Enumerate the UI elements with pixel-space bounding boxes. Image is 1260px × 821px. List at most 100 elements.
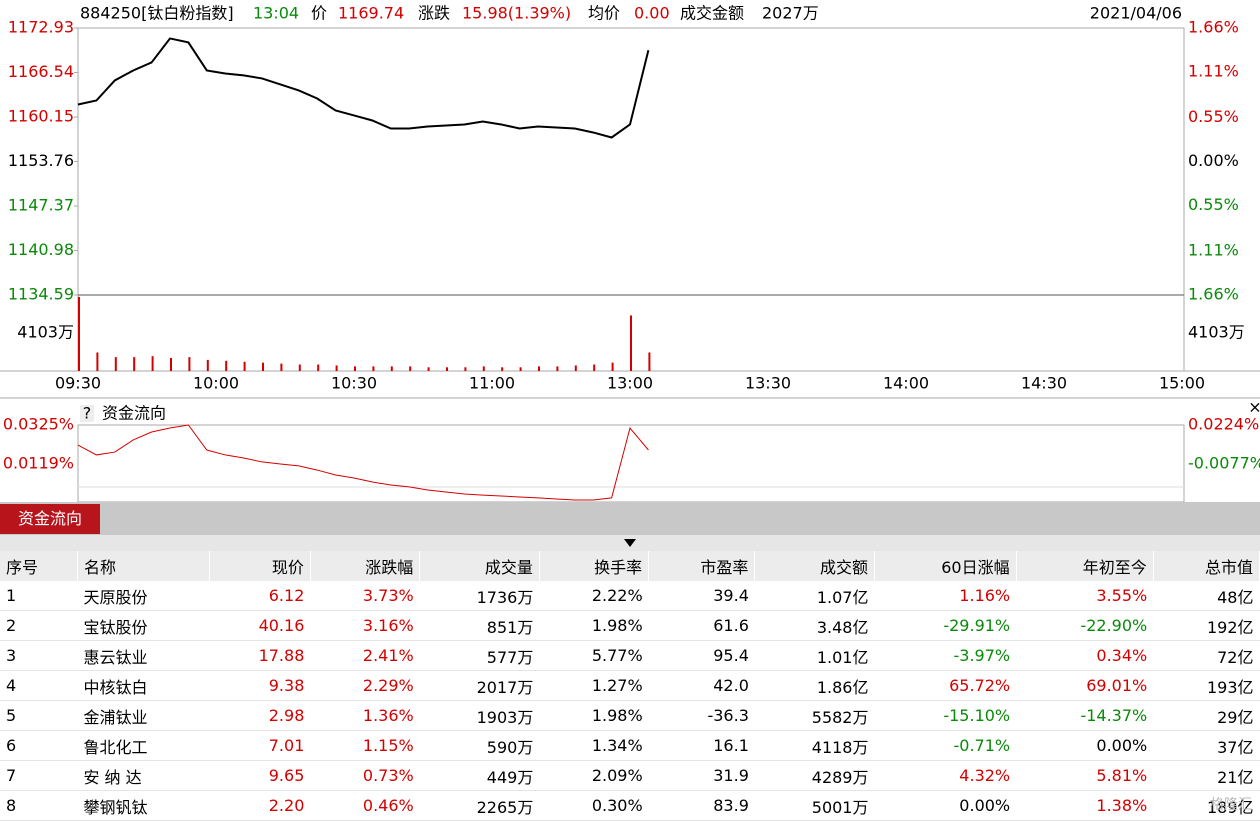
cell: 1.01亿 bbox=[755, 641, 875, 671]
volume-bar bbox=[648, 352, 650, 371]
cell: 宝钛股份 bbox=[77, 611, 209, 641]
volume-bar bbox=[483, 366, 485, 371]
y-tick-label: 1166.54 bbox=[8, 62, 74, 81]
cell: 5 bbox=[0, 701, 77, 731]
x-tick-label: 11:00 bbox=[469, 374, 515, 393]
cell: 2.22% bbox=[539, 581, 648, 611]
column-header[interactable]: 序号 bbox=[0, 551, 77, 581]
column-header[interactable]: 现价 bbox=[210, 551, 311, 581]
volume-bar bbox=[391, 366, 393, 371]
cell: 29亿 bbox=[1153, 701, 1259, 731]
cell: 5.77% bbox=[539, 641, 648, 671]
cell: 192亿 bbox=[1153, 611, 1259, 641]
cell: 65.72% bbox=[875, 671, 1017, 701]
help[interactable]: ? bbox=[83, 404, 92, 423]
cell: 39.4 bbox=[649, 581, 755, 611]
cell: 2.29% bbox=[310, 671, 419, 701]
label: 成交金额 bbox=[680, 4, 744, 23]
cell: 72亿 bbox=[1153, 641, 1259, 671]
column-header[interactable]: 涨跌幅 bbox=[310, 551, 419, 581]
code: 884250[钛白粉指数] bbox=[80, 4, 234, 23]
cell: 3.55% bbox=[1016, 581, 1153, 611]
flow-title: 资金流向 bbox=[102, 404, 166, 423]
cell: 9.65 bbox=[210, 761, 311, 791]
volume-bar bbox=[428, 367, 430, 371]
cell: 1.98% bbox=[539, 701, 648, 731]
cell: 16.1 bbox=[649, 731, 755, 761]
cell: 1736万 bbox=[420, 581, 540, 611]
y2-tick-label: 0.55% bbox=[1188, 195, 1239, 214]
cell: 攀钢钒钛 bbox=[77, 791, 209, 821]
volume-bar bbox=[336, 365, 338, 371]
y-tick-label: 0.0325% bbox=[3, 415, 74, 434]
collapse-bar[interactable] bbox=[0, 535, 1260, 551]
volume-bar bbox=[409, 366, 411, 371]
column-header[interactable]: 名称 bbox=[77, 551, 209, 581]
volume-bar bbox=[280, 364, 282, 371]
x-tick-label: 13:30 bbox=[745, 374, 791, 393]
label: 涨跌 bbox=[418, 4, 450, 23]
cell: 4118万 bbox=[755, 731, 875, 761]
volume-bar bbox=[556, 366, 558, 371]
y-tick-label: 1160.15 bbox=[8, 107, 74, 126]
cell: 0.30% bbox=[539, 791, 648, 821]
cell: 1.27% bbox=[539, 671, 648, 701]
flow-frame bbox=[78, 425, 1184, 502]
cell: 中核钛白 bbox=[77, 671, 209, 701]
cell: 2017万 bbox=[420, 671, 540, 701]
volume-bar bbox=[244, 362, 246, 371]
y2-tick-label: 4103万 bbox=[1188, 323, 1245, 342]
volume-bar bbox=[575, 365, 577, 371]
chart-area: 884250[钛白粉指数] 13:04 价 1169.74 涨跌 15.98(1… bbox=[0, 0, 1260, 502]
cell: 4289万 bbox=[755, 761, 875, 791]
y-tick-label: 1172.93 bbox=[8, 18, 74, 37]
y-tick-label: 1147.37 bbox=[8, 196, 74, 215]
avg: 0.00 bbox=[634, 4, 670, 23]
watermark: 格隆汇 bbox=[1210, 794, 1252, 814]
volume-bar bbox=[170, 358, 172, 371]
volume-bar bbox=[501, 367, 503, 371]
cell: 40.16 bbox=[210, 611, 311, 641]
cell: 3.48亿 bbox=[755, 611, 875, 641]
change: 15.98(1.39%) bbox=[462, 4, 571, 23]
cell: 6 bbox=[0, 731, 77, 761]
column-header[interactable]: 成交额 bbox=[755, 551, 875, 581]
cell: 42.0 bbox=[649, 671, 755, 701]
volume-bar bbox=[225, 361, 227, 371]
volume-bar bbox=[78, 297, 80, 371]
cell: 1.15% bbox=[310, 731, 419, 761]
tab[interactable]: 资金流向 bbox=[0, 504, 100, 534]
column-header[interactable]: 总市值 bbox=[1153, 551, 1259, 581]
cell: 8 bbox=[0, 791, 77, 821]
cell: 449万 bbox=[420, 761, 540, 791]
cell: 2.41% bbox=[310, 641, 419, 671]
x-tick-label: 14:30 bbox=[1021, 374, 1067, 393]
column-header[interactable]: 60日涨幅 bbox=[875, 551, 1017, 581]
volume-bar bbox=[446, 367, 448, 371]
column-header[interactable]: 市盈率 bbox=[649, 551, 755, 581]
cell: 2.98 bbox=[210, 701, 311, 731]
cell: -14.37% bbox=[1016, 701, 1153, 731]
column-header[interactable]: 年初至今 bbox=[1016, 551, 1153, 581]
y2-tick-label: 0.00% bbox=[1188, 151, 1239, 170]
cell: 1.98% bbox=[539, 611, 648, 641]
y2-tick-label: -0.0077% bbox=[1188, 454, 1260, 473]
cell: 安 纳 达 bbox=[77, 761, 209, 791]
volume-bar bbox=[593, 365, 595, 371]
y2-tick-label: 1.11% bbox=[1188, 62, 1239, 81]
cell: 61.6 bbox=[649, 611, 755, 641]
column-header[interactable]: 成交量 bbox=[420, 551, 540, 581]
cell: 2265万 bbox=[420, 791, 540, 821]
cell: 1.86亿 bbox=[755, 671, 875, 701]
price-line bbox=[78, 425, 648, 500]
column-header[interactable]: 换手率 bbox=[539, 551, 648, 581]
